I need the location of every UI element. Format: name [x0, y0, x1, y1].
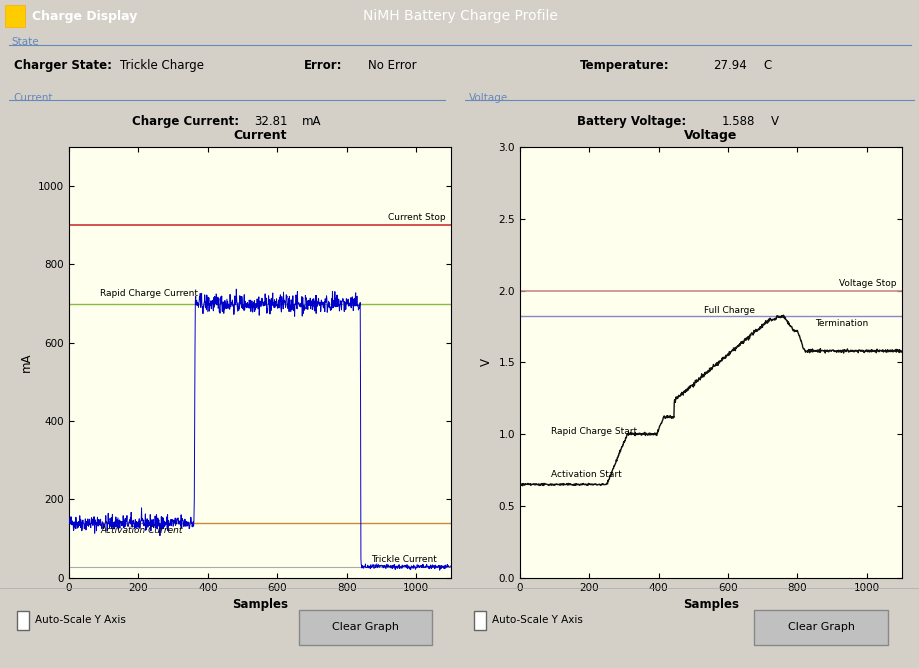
- Text: Error:: Error:: [303, 59, 342, 72]
- Text: Charge Current:: Charge Current:: [131, 116, 238, 128]
- Text: Full Charge: Full Charge: [703, 306, 754, 315]
- Text: Auto-Scale Y Axis: Auto-Scale Y Axis: [492, 615, 583, 625]
- Text: Activation Current: Activation Current: [100, 526, 182, 535]
- Text: C: C: [763, 59, 771, 72]
- Y-axis label: mA: mA: [19, 353, 32, 372]
- Text: Rapid Charge Start: Rapid Charge Start: [550, 427, 637, 436]
- Text: Battery Voltage:: Battery Voltage:: [577, 116, 686, 128]
- FancyBboxPatch shape: [299, 610, 432, 645]
- Text: Charger State:: Charger State:: [14, 59, 112, 72]
- Text: Trickle Current: Trickle Current: [370, 554, 437, 564]
- FancyBboxPatch shape: [754, 610, 887, 645]
- Text: Clear Graph: Clear Graph: [787, 622, 854, 632]
- Text: Rapid Charge Current: Rapid Charge Current: [100, 289, 198, 298]
- Text: NiMH Battery Charge Profile: NiMH Battery Charge Profile: [362, 9, 557, 23]
- Title: Voltage: Voltage: [683, 129, 737, 142]
- X-axis label: Samples: Samples: [232, 599, 288, 611]
- Text: Charge Display: Charge Display: [32, 9, 138, 23]
- FancyBboxPatch shape: [17, 611, 28, 630]
- Text: State: State: [11, 37, 39, 47]
- Text: Termination: Termination: [814, 319, 868, 328]
- Title: Current: Current: [233, 129, 287, 142]
- Text: 1.588: 1.588: [720, 116, 754, 128]
- FancyBboxPatch shape: [473, 611, 485, 630]
- Text: Current Stop: Current Stop: [388, 213, 445, 222]
- Text: Current: Current: [14, 92, 53, 102]
- Text: 32.81: 32.81: [254, 116, 287, 128]
- Text: Voltage Stop: Voltage Stop: [838, 279, 895, 288]
- Text: 27.94: 27.94: [712, 59, 746, 72]
- Text: V: V: [770, 116, 778, 128]
- Text: Activation Start: Activation Start: [550, 470, 621, 479]
- X-axis label: Samples: Samples: [682, 599, 738, 611]
- Text: Clear Graph: Clear Graph: [332, 622, 399, 632]
- FancyBboxPatch shape: [5, 5, 25, 27]
- Text: Auto-Scale Y Axis: Auto-Scale Y Axis: [35, 615, 126, 625]
- Text: mA: mA: [301, 116, 321, 128]
- Y-axis label: V: V: [479, 359, 493, 366]
- Text: Voltage: Voltage: [469, 92, 508, 102]
- Text: Trickle Charge: Trickle Charge: [119, 59, 203, 72]
- Text: No Error: No Error: [368, 59, 416, 72]
- Text: Temperature:: Temperature:: [579, 59, 668, 72]
